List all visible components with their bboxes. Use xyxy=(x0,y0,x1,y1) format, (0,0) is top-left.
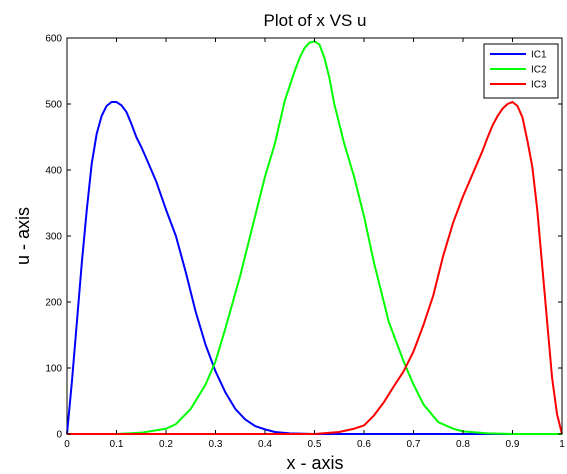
series-line-ic3 xyxy=(67,101,563,435)
x-tick-label: 0.9 xyxy=(506,439,520,450)
x-tick-label: 0.5 xyxy=(308,439,322,450)
legend-label-ic2: IC2 xyxy=(531,65,547,76)
x-tick-label: 0.1 xyxy=(110,439,124,450)
y-tick-label: 300 xyxy=(45,232,62,243)
legend-label-ic1: IC1 xyxy=(531,50,547,61)
y-tick-label: 600 xyxy=(45,34,62,45)
legend-label-ic3: IC3 xyxy=(531,80,547,91)
legend-box xyxy=(483,43,559,99)
y-axis-ticks: 0 100 200 300 400 500 600 xyxy=(45,34,562,441)
x-tick-label: 0 xyxy=(64,439,70,450)
y-tick-label: 100 xyxy=(45,364,62,375)
y-tick-label: 200 xyxy=(45,298,62,309)
x-tick-label: 0.6 xyxy=(357,439,371,450)
y-tick-label: 500 xyxy=(45,100,62,111)
x-axis-ticks: 0 0.1 0.2 0.3 0.4 0.5 0.6 0.7 0.8 0.9 1 xyxy=(64,38,565,450)
y-axis-label: u - axis xyxy=(13,207,33,265)
x-axis-label: x - axis xyxy=(286,453,343,473)
x-tick-label: 1 xyxy=(559,439,565,450)
legend: IC1 IC2 IC3 xyxy=(483,43,559,99)
plot-area xyxy=(66,37,563,435)
y-tick-label: 0 xyxy=(56,430,62,441)
x-tick-label: 0.8 xyxy=(456,439,470,450)
x-tick-label: 0.7 xyxy=(407,439,421,450)
chart-title: Plot of x VS u xyxy=(264,11,367,30)
x-tick-label: 0.3 xyxy=(209,439,223,450)
x-tick-label: 0.2 xyxy=(159,439,173,450)
y-tick-label: 400 xyxy=(45,166,62,177)
x-tick-label: 0.4 xyxy=(258,439,272,450)
